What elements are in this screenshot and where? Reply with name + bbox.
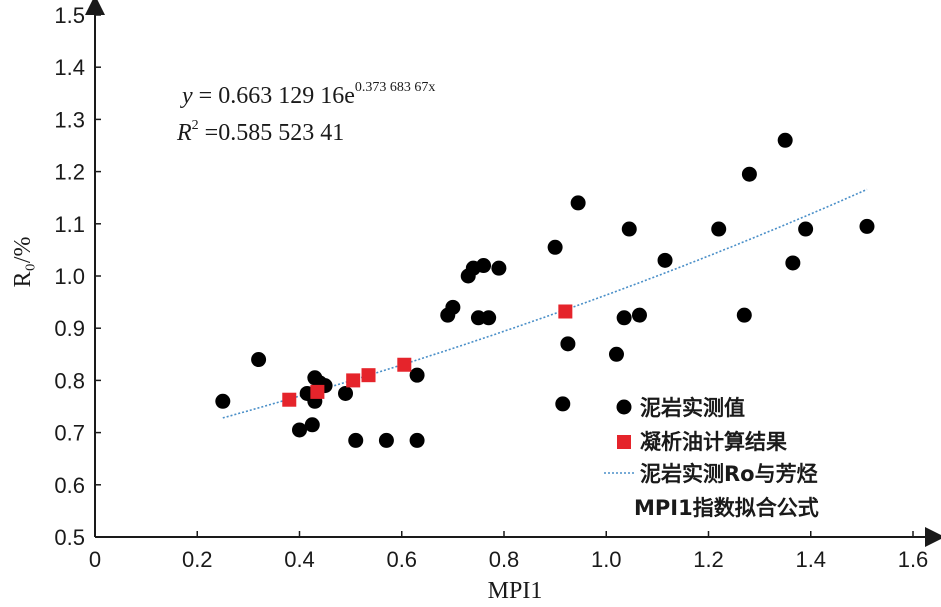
legend-label-fit-line1: 泥岩实测Ro与芳烃 bbox=[640, 462, 818, 486]
y-tick-label: 1.2 bbox=[54, 160, 85, 185]
mudstone-point bbox=[378, 432, 394, 448]
fit-curve bbox=[222, 188, 868, 419]
x-tick-label: 1.2 bbox=[693, 547, 724, 572]
condensate-point bbox=[558, 304, 573, 319]
condensate-point bbox=[361, 368, 376, 383]
y-tick-label: 0.9 bbox=[54, 316, 85, 341]
mudstone-point bbox=[215, 393, 231, 409]
mudstone-point bbox=[409, 367, 425, 383]
mudstone-point bbox=[292, 422, 307, 438]
condensate-point bbox=[310, 384, 325, 399]
mudstone-point bbox=[621, 221, 637, 237]
y-tick-label: 0.5 bbox=[54, 525, 85, 550]
r2-sup: 2 bbox=[192, 118, 199, 133]
mudstone-point bbox=[657, 252, 673, 268]
mudstone-point bbox=[445, 299, 461, 315]
mudstone-point bbox=[631, 307, 647, 323]
condensate-point bbox=[282, 392, 297, 407]
x-axis-title: MPI1 bbox=[488, 578, 543, 604]
mudstone-point bbox=[711, 221, 727, 237]
mudstone-point bbox=[570, 195, 586, 211]
mudstone-point bbox=[547, 239, 563, 255]
legend-marker-mudstone bbox=[616, 399, 632, 415]
equation-equals: = bbox=[193, 83, 219, 109]
fit-equation: y = 0.663 129 16e0.373 683 67x bbox=[180, 80, 435, 109]
mudstone-point bbox=[736, 307, 752, 323]
mudstone-point bbox=[555, 396, 571, 412]
x-tick-label: 1.6 bbox=[898, 547, 929, 572]
y-tick-label: 1.5 bbox=[54, 3, 85, 28]
legend: 泥岩实测值 凝析油计算结果 泥岩实测Ro与芳烃 MPI1指数拟合公式 bbox=[604, 396, 819, 520]
mudstone-point bbox=[560, 336, 576, 352]
mudstone-point bbox=[608, 346, 624, 362]
condensate-point bbox=[346, 373, 361, 388]
mudstone-point bbox=[338, 385, 354, 401]
mudstone-point bbox=[616, 310, 632, 326]
mudstone-point bbox=[476, 258, 492, 274]
condensate-points bbox=[282, 304, 573, 407]
mudstone-point bbox=[741, 166, 757, 182]
legend-label-fit-line2: MPI1指数拟合公式 bbox=[634, 496, 819, 520]
y-tick-label: 0.7 bbox=[54, 421, 85, 446]
r2-value: =0.585 523 41 bbox=[199, 120, 345, 146]
mudstone-point bbox=[409, 432, 425, 448]
x-tick-label: 0 bbox=[89, 547, 101, 572]
y-tick-label: 1.1 bbox=[54, 212, 85, 237]
mudstone-point bbox=[251, 352, 267, 368]
y-tick-label: 0.8 bbox=[54, 368, 85, 393]
y-tick-label: 1.0 bbox=[54, 264, 85, 289]
legend-label-condensate: 凝析油计算结果 bbox=[640, 430, 787, 454]
mudstone-point bbox=[785, 255, 801, 271]
mudstone-point bbox=[798, 221, 814, 237]
mudstone-point bbox=[481, 310, 497, 326]
mudstone-point bbox=[491, 260, 507, 276]
mudstone-point bbox=[304, 417, 320, 433]
y-ticks: 0.5 0.6 0.7 0.8 0.9 1.0 1.1 1.2 1.3 1.4 1.5 bbox=[54, 3, 101, 550]
x-tick-label: 0.2 bbox=[182, 547, 213, 572]
mudstone-points bbox=[215, 132, 875, 448]
x-ticks: 0 0.2 0.4 0.6 0.8 1.0 1.2 1.4 1.6 bbox=[89, 531, 928, 572]
mudstone-point bbox=[859, 218, 875, 234]
r-squared: R2 =0.585 523 41 bbox=[176, 118, 344, 146]
condensate-point bbox=[397, 357, 412, 372]
x-tick-label: 0.6 bbox=[386, 547, 417, 572]
x-tick-label: 1.0 bbox=[591, 547, 622, 572]
r2-label: R bbox=[176, 120, 192, 146]
mudstone-point bbox=[777, 132, 793, 148]
equation-exponent: 0.373 683 67x bbox=[355, 80, 436, 95]
equation-coef: 0.663 129 16e bbox=[218, 83, 355, 109]
x-tick-label: 0.4 bbox=[284, 547, 315, 572]
legend-label-mudstone: 泥岩实测值 bbox=[640, 396, 745, 420]
y-tick-label: 1.3 bbox=[54, 107, 85, 132]
mudstone-point bbox=[348, 432, 364, 448]
legend-marker-condensate bbox=[617, 435, 631, 449]
equation-y: y bbox=[180, 83, 193, 109]
y-axis-title: R₀/% bbox=[10, 236, 36, 287]
y-tick-label: 0.6 bbox=[54, 473, 85, 498]
y-tick-label: 1.4 bbox=[54, 55, 85, 80]
x-tick-label: 1.4 bbox=[795, 547, 826, 572]
x-tick-label: 0.8 bbox=[489, 547, 520, 572]
